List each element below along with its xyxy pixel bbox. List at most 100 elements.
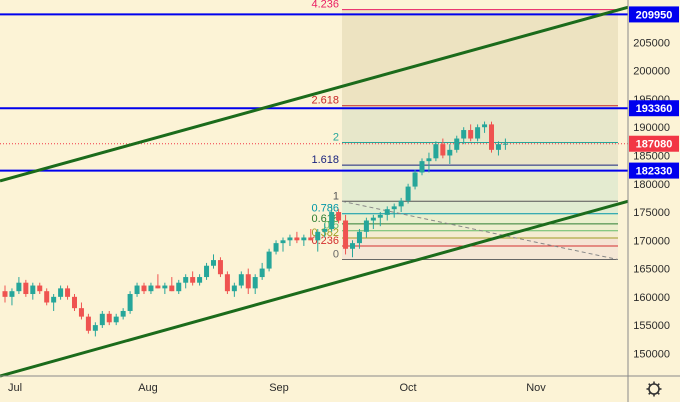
candle-body bbox=[9, 291, 15, 297]
candle-body bbox=[482, 124, 488, 128]
settings-gear-icon[interactable] bbox=[646, 381, 662, 397]
candle-body bbox=[329, 212, 335, 229]
fib-zone-9 bbox=[342, 245, 618, 260]
candle-body bbox=[294, 237, 300, 241]
candle bbox=[65, 285, 71, 300]
candle-body bbox=[78, 308, 84, 317]
candle-body bbox=[370, 217, 376, 221]
candle-body bbox=[23, 282, 29, 295]
level-tag-182330: 182330 bbox=[636, 166, 673, 178]
candle bbox=[162, 282, 168, 295]
candle-body bbox=[176, 282, 182, 292]
candle-body bbox=[280, 240, 286, 244]
candle bbox=[72, 294, 77, 311]
candle-body bbox=[92, 325, 98, 331]
candle-body bbox=[301, 237, 307, 241]
level-tag-182330-bg bbox=[629, 162, 679, 179]
candle-body bbox=[426, 158, 432, 162]
lower-channel[interactable] bbox=[0, 196, 641, 378]
candle bbox=[329, 206, 335, 232]
candle bbox=[169, 277, 175, 292]
x-tick-label: Aug bbox=[138, 382, 158, 394]
candle bbox=[85, 313, 91, 334]
candle bbox=[51, 294, 57, 311]
last-price-tag-bg bbox=[629, 135, 679, 152]
fib-label-0: 0 bbox=[333, 249, 339, 261]
candle-body bbox=[30, 285, 36, 295]
candle-body bbox=[113, 316, 119, 323]
x-tick-label: Jul bbox=[8, 382, 22, 394]
fib-label-1: 1 bbox=[333, 190, 339, 202]
candle bbox=[2, 285, 8, 303]
candle bbox=[301, 234, 307, 246]
candle-body bbox=[412, 172, 418, 187]
candle bbox=[377, 212, 383, 227]
candle bbox=[23, 279, 29, 297]
candle bbox=[183, 274, 189, 289]
candle bbox=[475, 124, 481, 142]
candle bbox=[120, 308, 126, 320]
candle bbox=[489, 121, 494, 153]
candle-body bbox=[37, 285, 43, 292]
candle bbox=[294, 231, 300, 244]
y-tick-label: 170000 bbox=[633, 235, 670, 247]
candle bbox=[127, 291, 133, 314]
candle-body bbox=[155, 285, 161, 289]
candlesticks bbox=[2, 121, 508, 337]
candle bbox=[78, 302, 84, 320]
candle-body bbox=[16, 282, 22, 292]
candle-body bbox=[419, 161, 425, 173]
candle-body bbox=[461, 130, 467, 139]
candle-body bbox=[211, 260, 216, 266]
candle-body bbox=[2, 291, 8, 297]
candle-body bbox=[336, 212, 342, 221]
candle-body bbox=[65, 288, 71, 297]
gear-tooth bbox=[648, 391, 652, 395]
y-tick-label: 155000 bbox=[633, 320, 670, 332]
fib-zone-2 bbox=[342, 142, 618, 166]
candle bbox=[370, 214, 376, 229]
candle bbox=[447, 144, 453, 164]
candle-body bbox=[454, 138, 460, 150]
candle bbox=[322, 223, 328, 238]
candle-body bbox=[120, 310, 126, 317]
candle-body bbox=[391, 206, 397, 210]
y-tick-label: 205000 bbox=[633, 37, 670, 49]
candle bbox=[280, 237, 286, 252]
candle bbox=[252, 274, 258, 295]
candle bbox=[211, 254, 216, 269]
candle-body bbox=[315, 231, 321, 241]
x-tick-label: Oct bbox=[399, 382, 416, 394]
candle bbox=[495, 141, 501, 156]
candle bbox=[350, 240, 355, 258]
candle-body bbox=[148, 285, 154, 292]
level-tag-193360: 193360 bbox=[636, 103, 673, 115]
candle bbox=[419, 158, 425, 176]
candle-body bbox=[127, 294, 133, 311]
fib-label-4.236: 4.236 bbox=[311, 0, 339, 11]
candle-body bbox=[398, 200, 404, 207]
y-tick-label: 150000 bbox=[633, 348, 670, 360]
fib-zone-7 bbox=[342, 230, 618, 239]
upper-channel[interactable] bbox=[0, 2, 641, 183]
candle-body bbox=[85, 316, 91, 331]
candle bbox=[134, 282, 140, 297]
y-tick-label: 190000 bbox=[633, 122, 670, 134]
candle-body bbox=[162, 285, 168, 289]
candle-body bbox=[245, 274, 251, 289]
candle bbox=[92, 322, 98, 337]
candle bbox=[37, 282, 43, 295]
price-axis[interactable] bbox=[628, 0, 680, 402]
fib-trend-line bbox=[341, 200, 619, 261]
candle bbox=[148, 282, 154, 295]
y-tick-label: 175000 bbox=[633, 207, 670, 219]
x-tick-label: Sep bbox=[269, 382, 289, 394]
candle-body bbox=[322, 228, 328, 232]
horizontal-levels bbox=[0, 13, 628, 172]
candle bbox=[190, 271, 196, 286]
candle bbox=[363, 217, 369, 238]
candle-body bbox=[356, 231, 362, 244]
